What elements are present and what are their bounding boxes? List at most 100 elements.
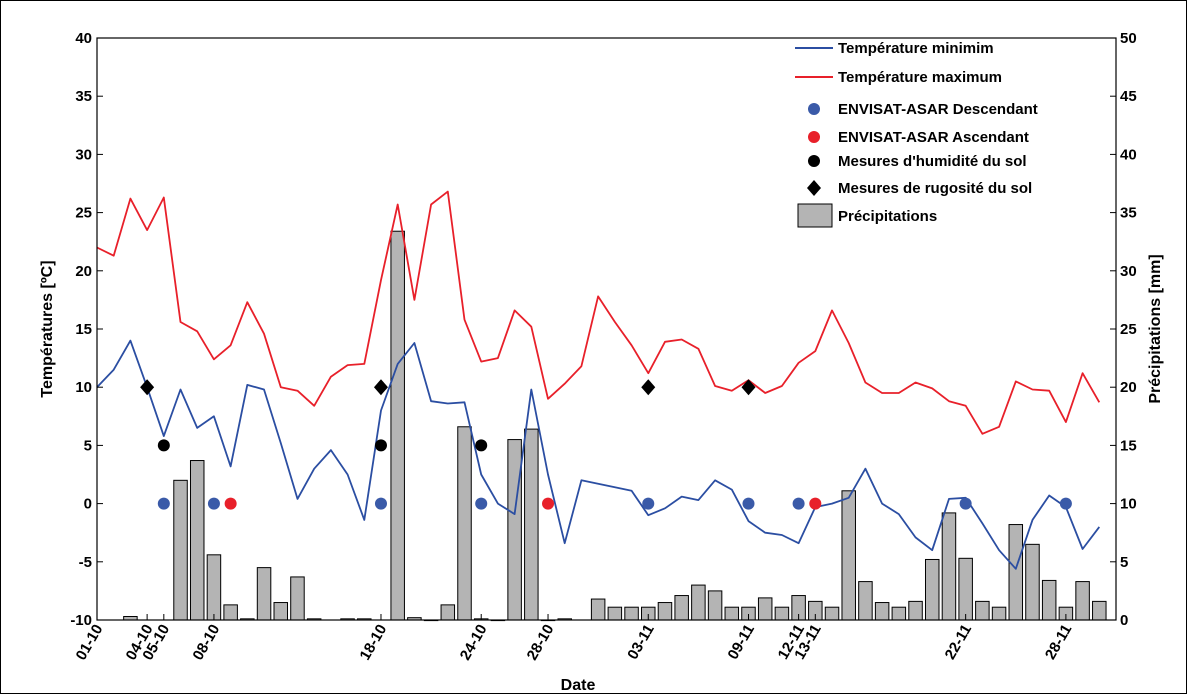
precip-bar	[624, 606, 639, 621]
legend: Température minimim Température maximum …	[795, 40, 1038, 228]
precip-bar	[841, 490, 856, 621]
y-left-tick-label: 0	[84, 496, 92, 513]
humid-marker	[374, 439, 387, 452]
legend-tmin-label: Température minimim	[838, 40, 994, 57]
asc-marker	[809, 497, 822, 510]
asc-marker	[224, 497, 237, 510]
legend-precip-swatch	[797, 203, 833, 228]
rough-marker	[373, 379, 388, 396]
y-right-tick-label: 30	[1120, 263, 1137, 280]
precip-bar	[440, 604, 456, 621]
rough-marker	[641, 379, 656, 396]
precip-bar	[1008, 524, 1024, 621]
legend-desc-marker	[808, 103, 820, 115]
precip-bar	[941, 512, 957, 621]
precip-bar	[858, 581, 873, 621]
legend-rough-label: Mesures de rugosité du sol	[838, 180, 1032, 197]
precip-bar	[924, 558, 940, 621]
event-markers	[140, 379, 1072, 510]
y-right-tick-label: 15	[1120, 437, 1137, 454]
x-tick-label: 22-11	[942, 622, 975, 663]
y-left-tick-label: 25	[75, 205, 92, 222]
precip-bar	[774, 606, 790, 621]
legend-humid-label: Mesures d'humidité du sol	[838, 153, 1027, 170]
precip-bar	[524, 428, 539, 621]
y-left-tick-label: 30	[75, 146, 92, 163]
legend-precip-label: Précipitations	[838, 208, 937, 225]
y-right-tick-label: 5	[1120, 554, 1128, 571]
x-tick-label: 08-10	[189, 622, 223, 664]
y-right-tick-label: 35	[1120, 205, 1137, 222]
y-right-tick-label: 50	[1120, 30, 1137, 47]
y-right-tick-label: 10	[1120, 496, 1137, 513]
legend-asc-marker	[808, 131, 820, 143]
humid-marker	[157, 439, 170, 452]
tmax-series-line	[96, 190, 1101, 435]
precip-bar	[1092, 600, 1107, 621]
x-tick-label: 28-11	[1042, 622, 1075, 663]
legend-desc-label: ENVISAT-ASAR Descendant	[838, 101, 1038, 118]
precip-bar	[1041, 579, 1057, 621]
precip-bar	[891, 606, 907, 621]
precip-bar	[189, 460, 205, 621]
precip-bar	[674, 595, 689, 621]
x-tick-label: 09-11	[724, 622, 757, 663]
legend-tmax-label: Température maximum	[838, 69, 1002, 86]
x-tick-label: 24-10	[457, 622, 491, 664]
y-right-tick-label: 0	[1120, 612, 1128, 629]
precip-bar	[991, 606, 1007, 621]
desc-marker	[475, 497, 488, 510]
precip-bars	[123, 230, 1107, 622]
precip-bar	[824, 606, 840, 621]
x-tick-label: 28-10	[524, 622, 558, 664]
asc-marker	[542, 497, 555, 510]
y-left-tick-label: -10	[70, 612, 92, 629]
precip-bar	[975, 600, 990, 621]
y-right-tick-label: 25	[1120, 321, 1137, 338]
desc-marker	[959, 497, 972, 510]
precip-bar	[691, 584, 706, 621]
precip-bar	[607, 606, 623, 621]
desc-marker	[374, 497, 387, 510]
rough-marker	[741, 379, 756, 396]
precip-bar	[390, 230, 405, 621]
precip-bar	[173, 479, 188, 621]
precip-bar	[757, 597, 773, 621]
y-left-tick-label: 40	[75, 30, 92, 47]
legend-asc-label: ENVISAT-ASAR Ascendant	[838, 129, 1029, 146]
desc-marker	[792, 497, 805, 510]
precip-bar	[256, 567, 272, 621]
rough-marker	[140, 379, 155, 396]
precip-bar	[206, 554, 222, 621]
precip-bar	[457, 426, 472, 621]
precip-bar	[507, 439, 522, 621]
y-right-tick-label: 40	[1120, 146, 1137, 163]
desc-marker	[1059, 497, 1072, 510]
precip-bar	[657, 602, 673, 621]
x-tick-label: 18-10	[357, 622, 391, 664]
precip-bar	[590, 598, 606, 621]
y-axis-right-label: Précipitations [mm]	[1147, 254, 1164, 403]
y-left-tick-label: 10	[75, 379, 92, 396]
legend-humid-marker	[808, 155, 820, 167]
humid-marker	[475, 439, 488, 452]
y-right-tick-label: 45	[1120, 88, 1137, 105]
precip-bar	[290, 576, 305, 621]
y-left-tick-label: -5	[79, 554, 92, 571]
y-left-tick-label: 20	[75, 263, 92, 280]
precip-bar	[958, 557, 973, 621]
x-axis-label: Date	[561, 677, 596, 694]
legend-rough-marker	[807, 180, 821, 196]
desc-marker	[742, 497, 755, 510]
precip-bar	[1025, 543, 1040, 621]
y-left-tick-label: 15	[75, 321, 92, 338]
y-left-tick-label: 35	[75, 88, 92, 105]
precip-bar	[707, 590, 723, 621]
y-axis-left-label: Températures [ºC]	[39, 260, 56, 397]
x-tick-label: 03-11	[624, 622, 657, 663]
desc-marker	[157, 497, 170, 510]
precip-bar	[273, 602, 289, 621]
y-right-tick-label: 20	[1120, 379, 1137, 396]
tmin-series-line	[96, 339, 1101, 570]
